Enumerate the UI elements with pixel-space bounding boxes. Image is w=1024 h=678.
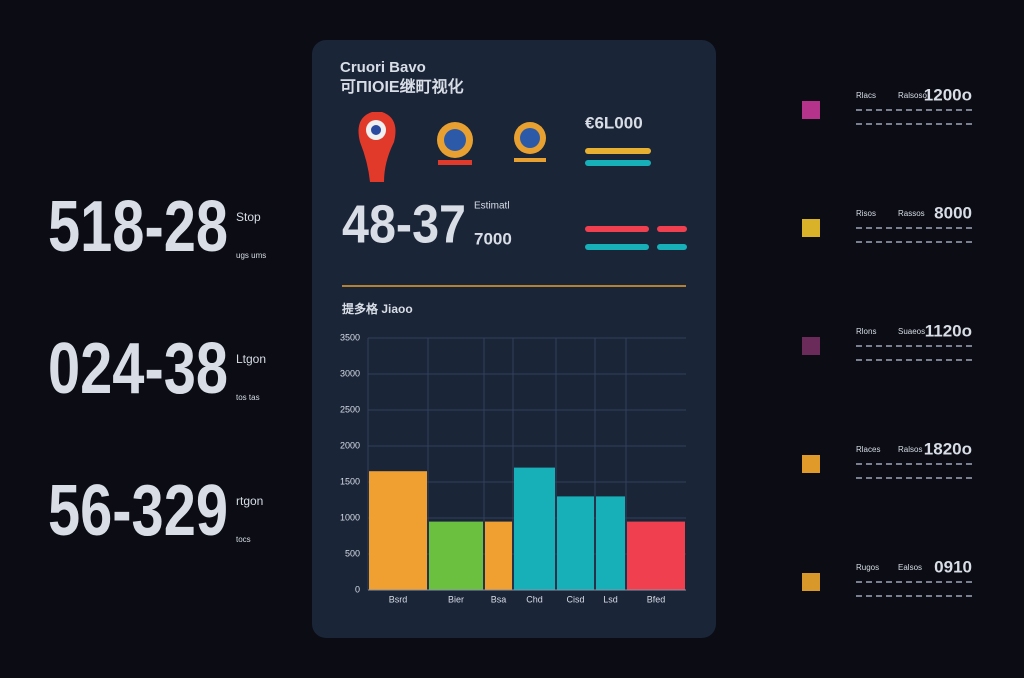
score-label: rtgon [236, 494, 263, 508]
legend-value: 1820o [924, 439, 972, 458]
bar [557, 496, 594, 590]
big-score: 56-329 [48, 471, 228, 551]
legend-swatch [802, 573, 820, 591]
total-value: €6L000 [585, 113, 643, 132]
legend-label: Rlaces [856, 445, 880, 454]
x-tick-label: Cisd [566, 594, 584, 604]
legend-sub: Ralsoso [898, 91, 927, 100]
x-tick-label: Chd [526, 594, 543, 604]
bar [429, 521, 483, 590]
y-tick-label: 0 [355, 584, 360, 594]
x-tick-label: Bsa [491, 594, 507, 604]
score-note: tos tas [236, 393, 260, 402]
score-label: Ltgon [236, 352, 266, 366]
legend-swatch [802, 337, 820, 355]
progress-bar [657, 244, 687, 250]
progress-bar [585, 160, 651, 166]
panel-title: Cruori Bavo [340, 59, 426, 76]
chart-heading: 提多格 Jiaoo [342, 301, 413, 316]
legend-value: 0910 [934, 557, 972, 576]
y-tick-label: 3500 [340, 332, 360, 342]
emblem-logo [514, 122, 546, 162]
y-tick-label: 2500 [340, 404, 360, 414]
legend-swatch [802, 101, 820, 119]
legend-label: Rlons [856, 327, 876, 336]
x-tick-label: Bier [448, 594, 464, 604]
score-label: Estimatl [474, 201, 510, 212]
big-score: 024-38 [48, 329, 228, 409]
legend-value: 8000 [934, 203, 972, 222]
progress-bar [585, 148, 651, 154]
panel-score: 48-37 [342, 194, 466, 254]
legend-swatch [802, 219, 820, 237]
bar [596, 496, 625, 590]
y-tick-label: 2000 [340, 440, 360, 450]
x-tick-label: Bsrd [389, 594, 408, 604]
big-score: 518-28 [48, 187, 228, 267]
legend-sub: Ealsos [898, 563, 922, 572]
progress-bar [657, 226, 687, 232]
x-tick-label: Lsd [603, 594, 618, 604]
legend-label: Rugos [856, 563, 879, 572]
progress-bar [585, 244, 649, 250]
score-note: ugs ums [236, 251, 266, 260]
legend-value: 1120o [925, 321, 972, 340]
score-note: tocs [236, 535, 251, 544]
x-tick-label: Bfed [647, 594, 666, 604]
legend-label: Rlacs [856, 91, 876, 100]
y-tick-label: 1500 [340, 476, 360, 486]
trophy-logo [358, 112, 396, 182]
panel-subtitle: 可ΠΙΟΙΕ继町视化 [340, 77, 464, 96]
bar [514, 467, 555, 590]
bar [369, 471, 427, 590]
score-value: 7000 [474, 229, 512, 248]
legend-label: Risos [856, 209, 876, 218]
legend-swatch [802, 455, 820, 473]
bar [485, 521, 512, 590]
bar [627, 521, 685, 590]
score-label: Stop [236, 210, 261, 224]
ball-logo [437, 122, 473, 165]
y-tick-label: 1000 [340, 512, 360, 522]
legend-value: 1200o [924, 85, 972, 104]
progress-bar [585, 226, 649, 232]
legend-sub: Ralsos [898, 445, 922, 454]
y-tick-label: 500 [345, 548, 360, 558]
legend-sub: Suaeos [898, 327, 925, 336]
legend-sub: Rassos [898, 209, 925, 218]
y-tick-label: 3000 [340, 368, 360, 378]
